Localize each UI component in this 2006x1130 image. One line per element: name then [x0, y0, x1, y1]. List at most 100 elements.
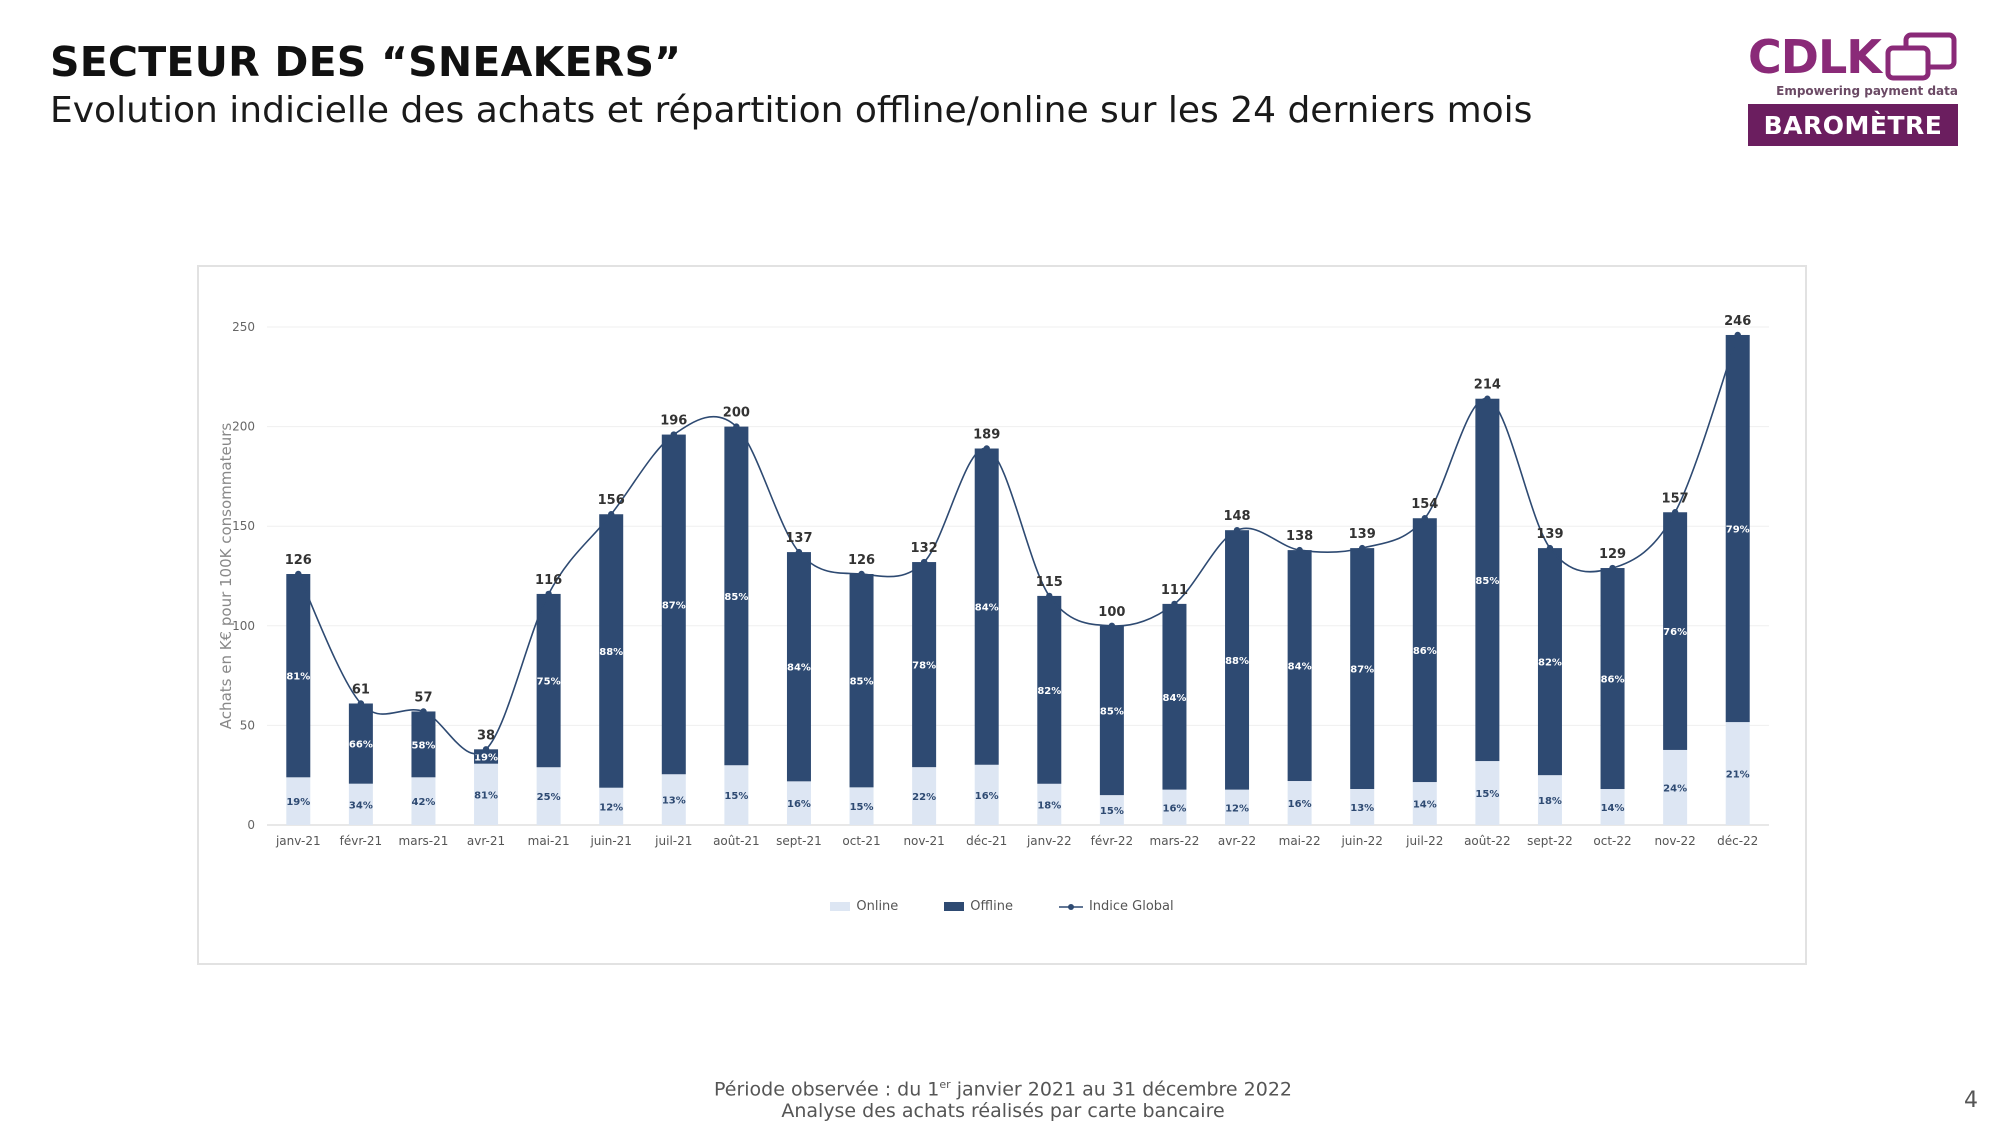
bar-online: [1537, 775, 1562, 825]
indice-value-label: 132: [911, 541, 938, 556]
indice-value-label: 200: [723, 406, 750, 421]
indice-value-label: 126: [285, 553, 312, 568]
x-tick-label: avr-21: [467, 834, 505, 848]
indice-value-label: 196: [660, 414, 687, 429]
bar-online: [474, 763, 499, 825]
online-share-label: 21%: [1726, 770, 1750, 781]
bar-offline: [411, 711, 436, 778]
bar-online: [411, 777, 436, 825]
logo-wordmark: CDLK: [1748, 30, 1882, 84]
online-share-label: 12%: [1225, 803, 1249, 814]
offline-share-label: 88%: [599, 647, 623, 658]
offline-share-label: 86%: [1413, 646, 1437, 657]
bar-offline: [1099, 625, 1124, 796]
offline-share-label: 58%: [411, 740, 435, 751]
indice-point: [545, 590, 552, 598]
x-tick-label: sept-21: [776, 834, 822, 848]
online-share-label: 12%: [599, 802, 623, 813]
indice-value-label: 126: [848, 553, 875, 568]
offline-share-label: 84%: [1162, 693, 1186, 704]
footer-period-start: Période observée : du 1: [713, 1078, 940, 1101]
indice-point: [733, 423, 740, 430]
indice-value-label: 189: [973, 428, 1000, 443]
indice-value-label: 111: [1161, 583, 1188, 598]
y-tick-label: 150: [232, 519, 255, 533]
indice-point: [1546, 544, 1554, 552]
offline-share-label: 75%: [537, 677, 561, 688]
bar-offline: [348, 703, 373, 784]
bar-online: [1287, 781, 1312, 825]
x-tick-label: juin-21: [589, 834, 631, 848]
x-tick-label: mars-22: [1150, 834, 1200, 848]
online-share-label: 18%: [1538, 796, 1562, 807]
bar-online: [1475, 761, 1500, 825]
bar-offline: [1663, 512, 1688, 750]
bar-online: [1412, 782, 1437, 825]
indice-point: [608, 511, 615, 518]
bar-online: [1099, 795, 1124, 825]
bar-online: [1037, 783, 1062, 825]
online-share-label: 13%: [1350, 803, 1374, 814]
offline-share-label: 82%: [1538, 658, 1562, 669]
indice-value-label: 139: [1349, 527, 1376, 542]
indice-value-label: 38: [477, 728, 495, 743]
footer-note: Période observée : du 1er janvier 2021 a…: [0, 1074, 2006, 1122]
bar-online: [786, 781, 811, 825]
bar-offline: [1037, 595, 1062, 784]
legend-item-online: Online: [830, 899, 898, 914]
bar-offline: [1537, 548, 1562, 776]
bar-online: [1663, 749, 1688, 825]
bar-offline: [1412, 518, 1437, 783]
indice-global-line: [297, 334, 1739, 755]
y-tick-label: 250: [232, 320, 255, 334]
y-axis-title: Achats en K€ pour 100K consommateurs: [217, 423, 235, 730]
indice-point: [1609, 564, 1616, 572]
indice-value-label: 137: [785, 531, 812, 546]
x-tick-label: mai-21: [528, 834, 570, 848]
page-title: SECTEUR DES “SNEAKERS”: [50, 38, 682, 86]
indice-value-label: 214: [1474, 378, 1501, 393]
offline-share-label: 84%: [1288, 662, 1312, 673]
bar-offline: [1287, 550, 1312, 782]
x-tick-label: déc-22: [1717, 834, 1758, 848]
bar-online: [348, 783, 373, 825]
bar-offline: [1475, 398, 1500, 762]
legend-label-offline: Offline: [970, 899, 1013, 914]
bar-online: [1225, 789, 1250, 825]
x-tick-label: août-22: [1464, 834, 1511, 848]
offline-share-label: 19%: [474, 752, 498, 763]
legend-line-marker-icon: [1058, 903, 1083, 910]
online-share-label: 16%: [975, 791, 999, 802]
bar-online: [724, 765, 749, 825]
bar-online: [536, 767, 561, 825]
logo-mark-icon: [1885, 32, 1957, 81]
indice-value-label: 138: [1286, 529, 1313, 544]
footer-analysis: Analyse des achats réalisés par carte ba…: [781, 1100, 1225, 1123]
x-tick-label: mars-21: [399, 834, 449, 848]
x-tick-label: févr-22: [1091, 834, 1133, 848]
offline-share-label: 82%: [1037, 686, 1061, 697]
bar-offline: [974, 448, 999, 765]
indice-point: [1108, 622, 1116, 629]
indice-value-label: 157: [1662, 491, 1689, 506]
bar-offline: [1600, 568, 1625, 790]
indice-point: [1171, 600, 1178, 608]
offline-share-label: 85%: [724, 592, 748, 603]
legend-swatch-offline: [944, 902, 965, 911]
offline-share-label: 86%: [1601, 675, 1625, 686]
indice-point: [1046, 592, 1053, 600]
x-tick-label: juin-22: [1340, 834, 1382, 848]
x-tick-label: mai-22: [1279, 834, 1321, 848]
legend-swatch-online: [830, 902, 851, 911]
page-subtitle: Evolution indicielle des achats et répar…: [50, 90, 1533, 131]
indice-value-label: 115: [1036, 575, 1063, 590]
x-tick-label: nov-21: [903, 834, 944, 848]
bar-online: [912, 767, 937, 825]
footer-period: Période observée : du 1er janvier 2021 a…: [0, 1074, 2006, 1100]
online-share-label: 14%: [1601, 803, 1625, 814]
x-tick-label: oct-21: [842, 834, 880, 848]
indice-value-label: 100: [1098, 605, 1125, 620]
offline-share-label: 66%: [349, 740, 373, 751]
offline-share-label: 84%: [975, 603, 999, 614]
x-tick-label: sept-22: [1527, 834, 1573, 848]
